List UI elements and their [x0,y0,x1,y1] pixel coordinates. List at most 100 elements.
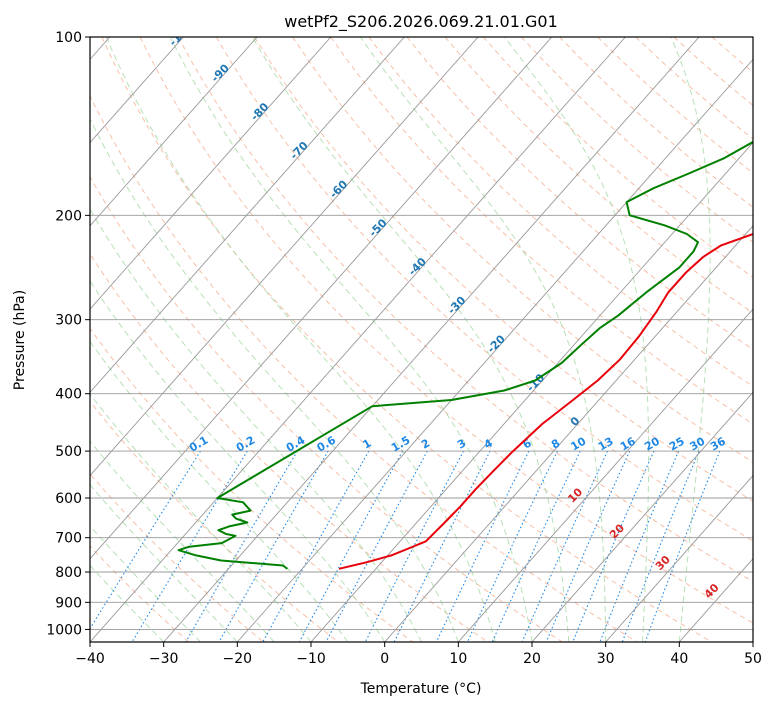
isotherm-line [457,308,753,642]
background-lines [90,37,753,642]
moist-adiabat-line [90,393,312,642]
y-axis-title: Pressure (hPa) [12,290,28,390]
y-tick-label: 900 [55,595,82,611]
gridlines [90,37,753,642]
dry-adiabat-line [673,37,753,107]
isotherm-label: -50 [366,216,389,239]
mixing-ratio-line [393,450,491,642]
moist-adiabat-line [90,340,349,642]
mixing-ratio-line [364,450,464,642]
x-axis-title: Temperature (°C) [360,681,482,697]
x-tick-label: −40 [75,651,105,667]
mixing-ratio-line [621,450,700,642]
dry-adiabat-line [406,37,753,351]
mixing-ratio-line [218,450,329,642]
isotherm-label: -90 [209,61,232,84]
moist-adiabat-line [90,484,238,642]
mixing-ratio-line [262,450,370,642]
mixing-ratio-line [90,450,201,630]
x-tick-label: 0 [380,651,389,667]
moist-adiabat-line [90,440,275,642]
mixing-ratio-label: 1 [360,437,373,452]
isotherm-label: -100 [167,20,196,49]
isotherm-line [90,37,184,144]
moist-adiabat-line [90,208,422,642]
isotherm-line [678,558,753,642]
dry-adiabat-line [90,473,264,642]
y-tick-label: 1000 [46,622,82,638]
isotherm-line [90,37,553,560]
moist-adiabat-line [90,280,386,642]
dry-adiabat-line [90,327,414,642]
dry-adiabat-line [254,37,753,502]
isotherm-line [90,37,405,393]
mixing-ratio-line [435,450,530,642]
x-tick-label: −30 [149,651,179,667]
isotherm-line [90,37,626,642]
mixing-ratio-line [298,450,403,642]
y-tick-label: 500 [55,444,82,460]
mixing-ratio-label: 2 [419,437,432,452]
x-tick-label: 40 [670,651,688,667]
isotherm-line [236,58,753,642]
dry-adiabat-line [711,37,753,73]
plot-area: -100-90-80-70-60-50-40-30-20-1000.1 0.2 0.… [90,20,753,642]
plot-frame [89,36,754,643]
dry-adiabat-line [215,37,753,542]
mixing-ratio-line [325,450,428,642]
moist-adiabat-line [105,37,496,642]
mixing-ratio-line [644,450,721,642]
isotherm-label: -40 [406,255,429,278]
x-tick-label: 50 [744,651,762,667]
adiabat-label: 40 [702,581,722,601]
adiabat-label: 10 [565,485,585,505]
temperature-line [338,233,753,570]
dry-adiabat-line [292,37,753,463]
mixing-ratio-line [572,450,655,642]
dewpoint-line [177,140,753,570]
isotherm-line [163,37,700,642]
dry-adiabat-line [368,37,753,388]
isotherm-line [90,37,332,310]
dry-adiabat-line [90,400,339,642]
dry-adiabat-line [635,37,753,140]
x-tick-label: −20 [223,651,253,667]
chart-title: wetPf2_S206.2026.069.21.01.G01 [284,12,558,32]
mixing-ratio-line [185,450,298,642]
mixing-ratio-line [466,450,558,642]
moist-adiabat-line [359,37,607,642]
moist-adiabat-line [90,117,459,642]
mixing-ratio-line [545,450,631,642]
dry-adiabat-line [139,37,753,624]
y-tick-label: 100 [55,30,82,46]
dry-adiabat-line [90,253,488,642]
adiabat-label: 20 [607,521,627,541]
dry-adiabat-line [177,37,753,583]
x-tick-label: 30 [597,651,615,667]
dry-adiabat-line [521,37,753,243]
y-tick-label: 300 [55,313,82,329]
isotherm-label: -80 [248,100,271,123]
isotherm-label: -70 [288,139,311,162]
moist-adiabat-line [251,37,570,642]
dry-adiabat-line [90,175,563,642]
dry-adiabat-line [90,94,638,642]
y-axis: 100 200 300 400 500 600 700 800 900 1000 [46,30,90,638]
x-tick-label: 10 [449,651,467,667]
isotherm-labels: -100-90-80-70-60-50-40-30-20-1000.1 0.2 0.… [167,20,729,601]
y-tick-label: 800 [55,565,82,581]
dry-adiabat-line [101,37,712,642]
dry-adiabat-line [330,37,753,425]
moist-adiabat-line [169,37,533,642]
isotherm-line [384,225,753,642]
mixing-ratio-line [491,450,581,642]
dry-adiabat-line [482,37,753,278]
y-tick-label: 700 [55,531,82,547]
x-axis: −40 −30 −20 −10 0 10 20 30 40 50 [75,642,762,667]
moist-adiabat-line [503,37,650,642]
isotherm-line [90,37,479,477]
moist-adiabat-line [670,37,711,642]
y-tick-label: 400 [55,387,82,403]
x-tick-label: 20 [523,651,541,667]
